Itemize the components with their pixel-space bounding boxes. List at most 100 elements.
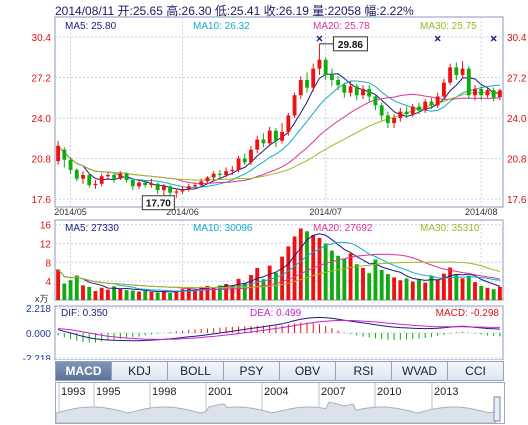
volume-bar: [373, 259, 378, 300]
timeline-range-handle: [493, 396, 501, 422]
candle-body: [273, 130, 278, 141]
candle-body: [81, 174, 85, 179]
chart-canvas: 30.4 30.4 27.2 27.2 24.0 24.0 20.8 20.8 17.6 17.6…: [23, 16, 527, 360]
volume-bar: [255, 268, 260, 300]
ma5-price-label: MA5: 25.80: [65, 21, 117, 32]
candle-body: [292, 95, 297, 116]
candle-body: [329, 74, 334, 81]
volume-bar: [379, 269, 384, 300]
volume-bar: [497, 286, 502, 300]
candle-body: [118, 173, 123, 179]
price-y-tick-right: 17.6: [507, 195, 527, 206]
volume-y-tick: 16: [40, 221, 52, 232]
ma10-volume-line: [57, 241, 500, 292]
timeline-history-area: [55, 401, 497, 424]
timeline-year-label: 1993: [61, 386, 85, 398]
candle-body: [348, 86, 353, 93]
candle-body: [143, 182, 148, 186]
price-x-tick: 2014/08: [465, 207, 498, 217]
ma20-price-label: MA20: 25.78: [313, 21, 370, 32]
volume-bar: [68, 280, 73, 300]
history-timeline[interactable]: 1993 1995 1998 2001 2004 2007 2010 2013: [55, 382, 505, 424]
candle-body: [485, 90, 490, 96]
candle-body: [429, 101, 434, 106]
macd-y-tick: -2.218: [23, 354, 52, 360]
volume-bar: [398, 280, 403, 300]
tab-wvad[interactable]: WVAD: [391, 361, 448, 381]
volume-bar: [186, 287, 191, 300]
candle-body: [74, 169, 79, 179]
volume-bar: [385, 274, 390, 300]
volume-bar: [317, 237, 322, 300]
candle-body: [361, 88, 365, 96]
volume-bar: [410, 281, 415, 300]
candle-body: [385, 115, 390, 124]
candle-body: [417, 106, 421, 111]
volume-bar: [211, 287, 216, 300]
timeline-year-label: 2004: [264, 386, 288, 398]
tab-rsi[interactable]: RSI: [335, 361, 392, 381]
candle-body: [249, 149, 253, 163]
price-y-tick-left: 20.8: [32, 155, 52, 166]
candle-body: [261, 139, 266, 144]
volume-bar: [193, 290, 197, 300]
ma30-volume-line: [57, 261, 501, 289]
candle-body: [311, 68, 316, 88]
tab-boll[interactable]: BOLL: [167, 361, 224, 381]
volume-bar: [174, 290, 179, 300]
volume-bar: [311, 235, 316, 300]
price-y-tick-left: 24.0: [32, 114, 52, 125]
tab-psy[interactable]: PSY: [223, 361, 280, 381]
volume-bar: [448, 267, 453, 300]
candle-body: [317, 59, 322, 69]
candle-body: [255, 139, 260, 150]
price-y-tick-right: 24.0: [507, 114, 527, 125]
candle-body: [205, 177, 210, 182]
candle-body: [93, 183, 98, 186]
candle-body: [99, 176, 104, 184]
volume-bar: [199, 286, 204, 300]
tab-kdj[interactable]: KDJ: [111, 361, 168, 381]
volume-bar: [230, 285, 235, 300]
price-x-tick: 2014/07: [309, 207, 342, 217]
candle-body: [174, 191, 179, 193]
volume-bar: [149, 292, 154, 300]
volume-bar: [367, 273, 372, 300]
candle-body: [236, 158, 241, 170]
tab-cci[interactable]: CCI: [447, 361, 504, 381]
candle-body: [466, 68, 471, 96]
price-panel-frame: [54, 16, 504, 208]
tab-macd[interactable]: MACD: [55, 361, 112, 381]
price-y-tick-left: 27.2: [32, 74, 52, 85]
volume-y-tick: 4: [45, 277, 51, 288]
volume-bar: [224, 284, 229, 300]
high-callout-label: 29.86: [338, 40, 363, 51]
timeline-year-label: 2007: [321, 386, 345, 398]
volume-bar: [485, 287, 490, 300]
candle-body: [398, 111, 403, 118]
candle-body: [155, 183, 160, 191]
candle-body: [423, 101, 428, 111]
volume-bar: [435, 279, 440, 300]
candle-body: [242, 158, 247, 163]
candle-body: [161, 186, 166, 191]
ma10-line: [57, 80, 500, 188]
event-marker-icon: [490, 35, 497, 42]
candle-body: [130, 180, 135, 187]
candle-body: [454, 67, 459, 75]
candle-body: [367, 88, 372, 97]
volume-bar: [491, 289, 496, 300]
price-x-tick: 2014/05: [54, 207, 87, 217]
candle-body: [62, 149, 67, 160]
volume-bar: [292, 236, 297, 300]
candle-body: [435, 96, 440, 106]
dea-line: [58, 319, 500, 340]
ma5-volume-line: [57, 233, 501, 293]
volume-bar: [137, 291, 141, 300]
candle-body: [124, 173, 129, 181]
tab-obv[interactable]: OBV: [279, 361, 336, 381]
volume-bar: [217, 285, 222, 300]
candle-body: [186, 186, 191, 189]
candle-body: [56, 145, 61, 162]
